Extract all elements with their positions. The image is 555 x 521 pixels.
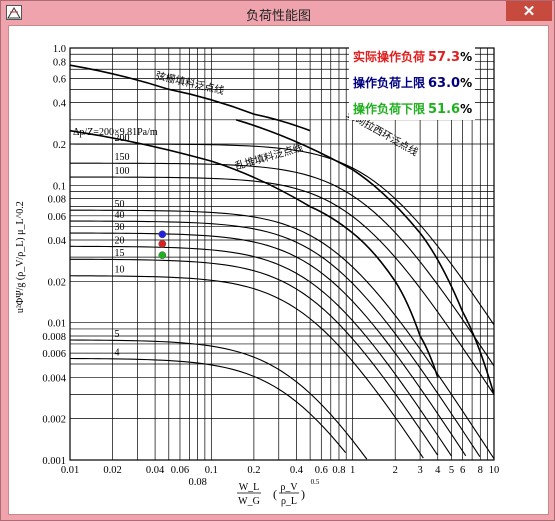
close-button[interactable]: ✕: [506, 1, 552, 21]
legend-upper-label: 操作负荷上限: [353, 76, 426, 90]
y-tick-label: 0.8: [53, 57, 66, 68]
pressure-drop-line: [69, 176, 495, 395]
x-axis-label-paren-open: (: [273, 487, 277, 501]
pressure-drop-line: [69, 245, 453, 457]
pressure-drop-line: [69, 232, 467, 457]
pressure-drop-label: 50: [115, 199, 125, 210]
x-tick-label: 8: [478, 465, 483, 476]
pressure-drop-label: 10: [115, 265, 125, 276]
flood-line: [69, 129, 439, 378]
legend-lower-unit: %: [460, 102, 473, 116]
pressure-drop-line: [69, 275, 424, 459]
x-axis-label-num: W_L: [239, 482, 260, 493]
title-bar: 负荷性能图 ✕: [1, 1, 555, 25]
y-axis-label: u²ΦΨ/g (ρ_V/ρ_L) μ_L^0.2: [15, 201, 26, 313]
legend-actual: 实际操作负荷 57.3%: [353, 48, 472, 65]
pressure-drop-label: 4: [115, 347, 120, 358]
legend-backdrop: [349, 44, 475, 120]
y-tick-label: 0.1: [53, 181, 66, 192]
pressure-drop-label: 150: [115, 152, 130, 163]
close-icon: ✕: [522, 3, 536, 20]
y-tick-label: 1.0: [53, 44, 66, 55]
y-tick-label: 0.01: [48, 319, 66, 330]
x-tick-label: 0.8: [332, 465, 345, 476]
load-performance-chart: 1.00.80.60.40.20.10.080.060.040.020.010.…: [15, 44, 500, 507]
pressure-drop-line: [69, 209, 495, 460]
x-tick-label: 2: [393, 465, 398, 476]
load-marker: [158, 230, 167, 239]
pressure-drop-label: 15: [115, 248, 125, 259]
legend-upper-unit: %: [460, 76, 473, 90]
x-axis-label-frac-den: ρ_L: [281, 496, 297, 507]
legend-lower-value: 51.6: [428, 102, 461, 117]
flood-line: [69, 64, 311, 132]
y-tick-label: 0.08: [48, 195, 66, 206]
pressure-drop-line: [69, 357, 347, 454]
x-tick-label: 1: [350, 465, 355, 476]
y-tick-label: 0.6: [53, 74, 66, 85]
x-axis-label-frac-num: ρ_V: [280, 482, 298, 493]
x-tick-label: 3: [417, 465, 422, 476]
y-tick-label: 0.004: [42, 373, 66, 384]
pressure-drop-label: 30: [115, 222, 125, 233]
legend-lower-label: 操作负荷下限: [353, 102, 426, 116]
x-tick-label: 6: [460, 465, 465, 476]
plot-frame: [69, 47, 495, 461]
load-marker: [158, 251, 167, 260]
legend-upper: 操作负荷上限 63.0%: [353, 74, 472, 91]
y-tick-label: 0.001: [42, 456, 66, 467]
load-marker: [158, 239, 167, 248]
x-tick-label-extra: 0.08: [188, 477, 206, 488]
y-tick-label: 0.04: [48, 236, 67, 247]
x-axis-label-paren-close: ): [301, 487, 305, 501]
x-tick-label: 5: [449, 465, 454, 476]
pressure-drop-line: [69, 220, 481, 458]
flood-line-label: 弦栅填料泛点线: [154, 69, 225, 97]
x-tick-label: 0.04: [146, 465, 165, 476]
chart-area: 1.0 0.8 0.6 0.4 0.2 0.1 0.08 0.06 0.04 0.02 0.01 0.…: [8, 25, 549, 515]
x-tick-label: 0.01: [61, 465, 79, 476]
app-icon: [6, 5, 22, 20]
pressure-drop-label: 100: [115, 166, 130, 177]
pressure-drop-line: [69, 162, 495, 367]
pressure-drop-line: [69, 143, 495, 326]
x-tick-label: 0.2: [247, 465, 260, 476]
y-tick-label: 0.4: [53, 99, 67, 110]
x-tick-label: 0.4: [290, 465, 304, 476]
y-tick-label: 0.002: [42, 415, 66, 426]
y-tick-label: 0.008: [42, 332, 66, 343]
legend-upper-value: 63.0: [428, 76, 461, 91]
y-tick-label: 0.02: [48, 277, 66, 288]
x-tick-label: 10: [489, 465, 500, 476]
x-axis-label-exp: 0.5: [311, 478, 320, 486]
y-tick-label: 0.006: [42, 349, 66, 360]
x-tick-label: 0.02: [103, 465, 121, 476]
pressure-drop-label: 20: [115, 235, 125, 246]
x-tick-label: 0.06: [171, 465, 189, 476]
legend-lower: 操作负荷下限 51.6%: [353, 100, 472, 117]
y-tick-label: 0.2: [53, 140, 66, 151]
pressure-drop-title: Δp/Z=200×9.81Pa/m: [73, 127, 158, 138]
pressure-drop-label: 40: [115, 210, 125, 221]
y-tick-label: 0.06: [48, 212, 66, 223]
pressure-drop-line: [69, 258, 438, 456]
pressure-drop-label: 200: [115, 133, 130, 144]
window-title: 负荷性能图: [245, 8, 311, 23]
flood-line: [235, 119, 495, 395]
legend-actual-unit: %: [460, 50, 473, 64]
x-tick-label: 4: [435, 465, 441, 476]
pressure-drop-label: 5: [115, 329, 120, 340]
x-axis-label-den: W_G: [238, 496, 260, 507]
pressure-drop-line: [69, 339, 368, 460]
x-tick-label: 0.1: [205, 465, 218, 476]
legend-actual-value: 57.3: [428, 50, 461, 65]
legend-actual-label: 实际操作负荷: [353, 50, 426, 64]
x-tick-label: 0.6: [315, 465, 328, 476]
